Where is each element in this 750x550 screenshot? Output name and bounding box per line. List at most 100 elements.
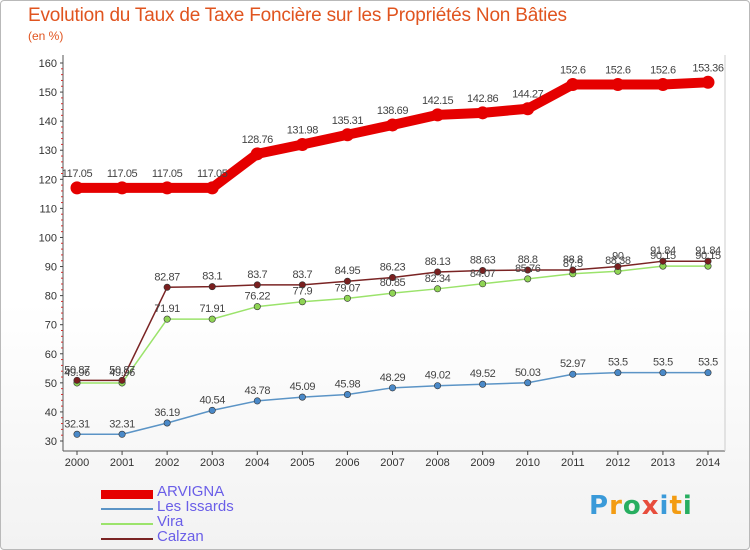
data-label: 142.86 [467,93,499,105]
data-label: 91.84 [695,245,721,257]
data-label: 83.7 [292,269,312,281]
data-point [298,393,306,401]
data-label: 45.09 [290,381,316,393]
data-label: 152.6 [560,65,586,77]
chart-title: Evolution du Taux de Taxe Foncière sur l… [28,5,567,26]
data-point [250,147,264,161]
y-tick-label: 90 [45,262,57,274]
data-label: 77.9 [292,286,312,298]
y-tick-label: 50 [45,378,57,390]
legend-swatch [101,538,153,540]
data-label: 84.07 [470,268,496,280]
data-point [205,181,219,195]
data-point [704,257,712,265]
x-tick-label: 2012 [606,457,630,469]
data-label: 49.96 [64,367,90,379]
logo-letter: x [641,491,660,521]
data-point [569,370,577,378]
y-tick-label: 80 [45,291,57,303]
chart-subtitle: (en %) [28,29,64,43]
data-label: 50.87 [64,364,90,376]
x-tick-label: 2010 [515,457,539,469]
data-point [70,181,84,195]
data-point [160,181,174,195]
y-tick-label: 40 [45,407,57,419]
data-label: 50.87 [109,364,135,376]
legend-label: ARVIGNA [157,483,225,500]
data-label: 91.84 [650,245,676,257]
data-point [73,376,81,384]
data-point [476,106,490,120]
x-tick-label: 2006 [335,457,359,469]
data-point [479,380,487,388]
data-point [659,257,667,265]
x-tick-label: 2002 [155,457,179,469]
data-label: 53.5 [608,357,628,369]
y-tick-label: 110 [39,203,57,215]
data-label: 43.78 [245,385,271,397]
x-tick-label: 2004 [245,457,269,469]
x-tick-label: 2003 [200,457,224,469]
data-point [524,275,532,283]
legend-label: Vira [157,513,184,530]
y-tick-label: 130 [39,145,57,157]
data-point [118,430,126,438]
legend-swatch [101,508,153,510]
data-point [479,267,487,275]
data-point [388,384,396,392]
data-label: 117.05 [107,168,138,180]
data-label: 71.91 [154,303,180,315]
y-tick-label: 60 [45,349,57,361]
data-label: 52.97 [560,358,586,370]
data-label: 85.76 [515,263,541,275]
x-tick-label: 2009 [470,457,494,469]
x-tick-label: 2011 [561,457,585,469]
data-label: 36.19 [154,407,180,419]
proxiti-logo: Proxiti [589,491,693,521]
data-point [298,298,306,306]
data-label: 83.7 [247,269,267,281]
data-point [479,280,487,288]
data-label: 138.69 [377,105,409,117]
data-label: 144.27 [512,89,544,101]
x-tick-label: 2005 [290,457,314,469]
data-label: 88.8 [518,254,538,266]
data-label: 88.8 [563,254,583,266]
legend-swatch [101,489,153,499]
data-point [298,281,306,289]
data-point [524,379,532,387]
data-point [521,102,535,116]
data-label: 49.96 [109,367,135,379]
data-label: 131.98 [287,124,319,136]
data-point [343,277,351,285]
logo-letter: i [659,491,670,521]
x-tick-label: 2008 [425,457,449,469]
data-point [434,285,442,293]
data-label: 84.95 [335,265,361,277]
data-label: 87.5 [563,258,583,270]
data-label: 135.31 [332,115,364,127]
x-tick-label: 2000 [65,457,89,469]
data-label: 142.15 [422,95,454,107]
data-label: 90.15 [650,250,676,262]
x-tick-label: 2013 [651,457,675,469]
data-label: 128.76 [242,134,274,146]
data-label: 53.5 [698,357,718,369]
data-label: 152.6 [650,65,676,77]
data-label: 53.5 [653,357,673,369]
data-point [163,315,171,323]
data-label: 82.34 [425,273,451,285]
logo-letter: o [622,491,642,521]
data-point [566,78,580,92]
data-point [208,283,216,291]
data-label: 117.05 [62,168,93,180]
data-point [253,303,261,311]
data-label: 32.31 [109,418,135,430]
y-tick-label: 120 [39,174,57,186]
logo-letter: r [609,491,623,521]
data-point [388,274,396,282]
logo-letter: i [682,491,693,521]
y-tick-label: 150 [39,87,57,99]
